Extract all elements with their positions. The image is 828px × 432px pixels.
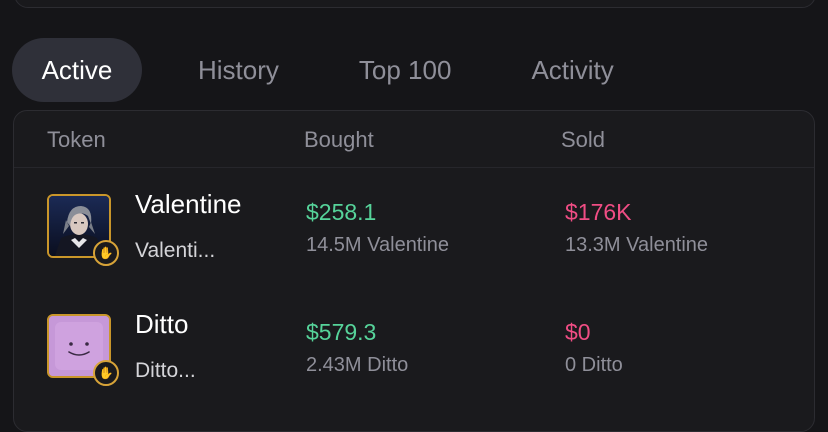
token-subtitle: Ditto... xyxy=(135,359,196,382)
top-panel xyxy=(14,0,816,8)
tab-activity[interactable]: Activity xyxy=(531,54,614,85)
bought-usd-value: $258.1 xyxy=(306,199,377,225)
bought-usd-value: $579.3 xyxy=(306,319,377,345)
holdings-table: Token Bought Sold xyxy=(13,110,815,432)
tab-top-100[interactable]: Top 100 xyxy=(358,54,452,85)
hand-wave-icon: ✋ xyxy=(93,240,119,266)
token-subtitle: Valenti... xyxy=(135,239,216,262)
tab-bar: Active History Top 100 Activity xyxy=(12,38,614,102)
sold-token-amount: 0 Ditto xyxy=(565,354,623,376)
sold-usd-value: $176K xyxy=(565,199,632,225)
column-header-token: Token xyxy=(47,127,106,152)
hand-wave-icon: ✋ xyxy=(93,360,119,386)
table-row[interactable]: ✋ Ditto Ditto... $579.3 2.43M Ditto $0 0… xyxy=(14,301,814,421)
table-row[interactable]: ✋ Valentine Valenti... $258.1 14.5M Vale… xyxy=(14,181,814,301)
tab-history[interactable]: History xyxy=(198,54,279,85)
token-avatar-ditto[interactable]: ✋ xyxy=(47,314,119,386)
sold-usd-value: $0 xyxy=(565,319,591,345)
ditto-face xyxy=(47,314,111,378)
column-header-bought: Bought xyxy=(304,127,374,152)
bought-token-amount: 14.5M Valentine xyxy=(306,234,450,256)
column-header-sold: Sold xyxy=(561,127,606,152)
token-avatar-valentine[interactable]: ✋ xyxy=(47,194,119,266)
tab-active[interactable]: Active xyxy=(12,38,142,102)
token-name[interactable]: Valentine xyxy=(135,189,242,219)
bought-token-amount: 2.43M Ditto xyxy=(306,354,409,376)
sold-token-amount: 13.3M Valentine xyxy=(565,234,709,256)
anime-character-portrait xyxy=(47,194,111,258)
table-header: Token Bought Sold xyxy=(14,111,814,168)
token-name[interactable]: Ditto xyxy=(135,309,189,339)
